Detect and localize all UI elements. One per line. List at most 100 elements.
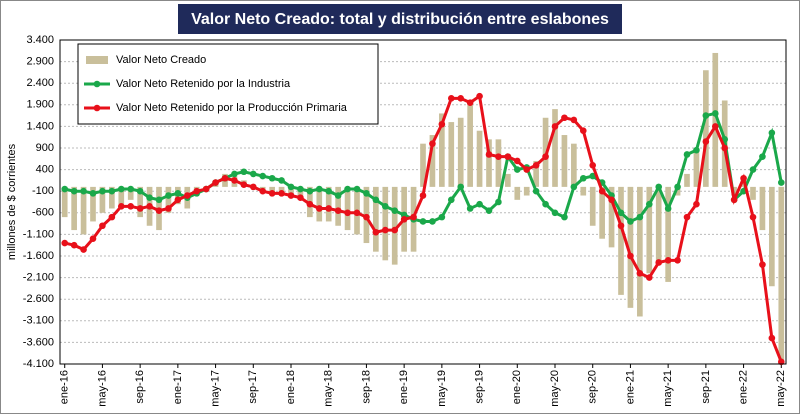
y-tick-label: -600 (32, 207, 54, 219)
point (315, 205, 323, 212)
point (476, 200, 483, 208)
point (306, 200, 314, 208)
point (363, 213, 370, 221)
point (70, 241, 78, 249)
bar (165, 186, 172, 213)
point (645, 200, 653, 208)
point (381, 203, 389, 210)
bar (655, 186, 662, 265)
bar (344, 186, 351, 231)
point (749, 166, 757, 173)
bar (325, 186, 332, 222)
legend-marker (93, 80, 101, 88)
bar (373, 186, 379, 252)
point (608, 196, 615, 204)
point (617, 222, 625, 230)
point (664, 205, 672, 212)
bar (382, 186, 389, 261)
y-tick-label: 2.400 (26, 77, 54, 89)
x-tick-label: sep-19 (473, 370, 485, 404)
bar (703, 70, 709, 187)
point (89, 190, 97, 197)
bar (429, 135, 436, 187)
y-tick-label: -2.100 (23, 272, 54, 284)
bar (495, 139, 502, 187)
point (495, 153, 502, 160)
bar (61, 186, 68, 218)
legend-swatch (86, 56, 108, 64)
point (768, 334, 776, 342)
point (391, 207, 399, 214)
point (61, 239, 69, 247)
point (212, 179, 219, 186)
point (363, 190, 370, 197)
point (598, 187, 606, 195)
point (683, 151, 691, 158)
y-tick-label: 2.900 (26, 56, 54, 68)
point (108, 187, 116, 195)
point (523, 166, 531, 173)
legend-box (77, 43, 379, 125)
bar (712, 52, 719, 187)
point (287, 192, 295, 199)
point (655, 183, 663, 191)
point (457, 95, 465, 102)
point (551, 123, 559, 130)
x-tick-label: sep-18 (360, 370, 372, 404)
point (759, 153, 766, 160)
legend-label: Valor Neto Creado (116, 54, 206, 66)
bar (769, 186, 775, 287)
bar (137, 186, 143, 218)
point (683, 213, 691, 221)
point (353, 209, 361, 217)
bar (778, 186, 785, 364)
x-tick-label: may-17 (209, 370, 221, 407)
x-tick-label: ene-16 (59, 370, 71, 404)
y-tick-label: -1.600 (23, 250, 54, 262)
point (617, 209, 625, 217)
bar (316, 186, 323, 222)
point (495, 198, 502, 206)
y-tick-label: -1.100 (23, 228, 54, 240)
point (127, 203, 135, 210)
point (306, 187, 314, 195)
point (542, 153, 549, 160)
point (240, 168, 248, 176)
bar (457, 117, 464, 187)
y-tick-label: -3.600 (23, 336, 54, 348)
y-tick-label: -2.600 (23, 293, 54, 305)
point (579, 174, 587, 182)
y-tick-label: 3.400 (26, 34, 54, 46)
bar (684, 173, 690, 187)
bar (448, 122, 455, 187)
bar (467, 100, 473, 187)
x-tick-label: may-16 (96, 370, 108, 407)
bar (109, 186, 115, 209)
point (551, 209, 559, 217)
point (268, 190, 276, 197)
point (570, 183, 578, 191)
point (636, 213, 644, 221)
bar (288, 186, 294, 196)
bar (637, 186, 643, 317)
bar (476, 130, 483, 187)
point (334, 207, 342, 214)
point (165, 192, 172, 199)
point (278, 190, 285, 197)
point (231, 177, 238, 184)
plot-border (59, 39, 787, 365)
bar (71, 186, 77, 231)
point (127, 185, 135, 193)
point (287, 183, 295, 191)
x-tick-label: ene-19 (398, 370, 410, 404)
point (117, 185, 125, 193)
point (777, 358, 785, 366)
point (485, 151, 493, 158)
point (297, 185, 304, 193)
point (136, 187, 144, 195)
bar (439, 113, 445, 187)
point (674, 257, 681, 264)
bar (674, 186, 681, 196)
point (400, 215, 408, 223)
point (636, 269, 644, 277)
